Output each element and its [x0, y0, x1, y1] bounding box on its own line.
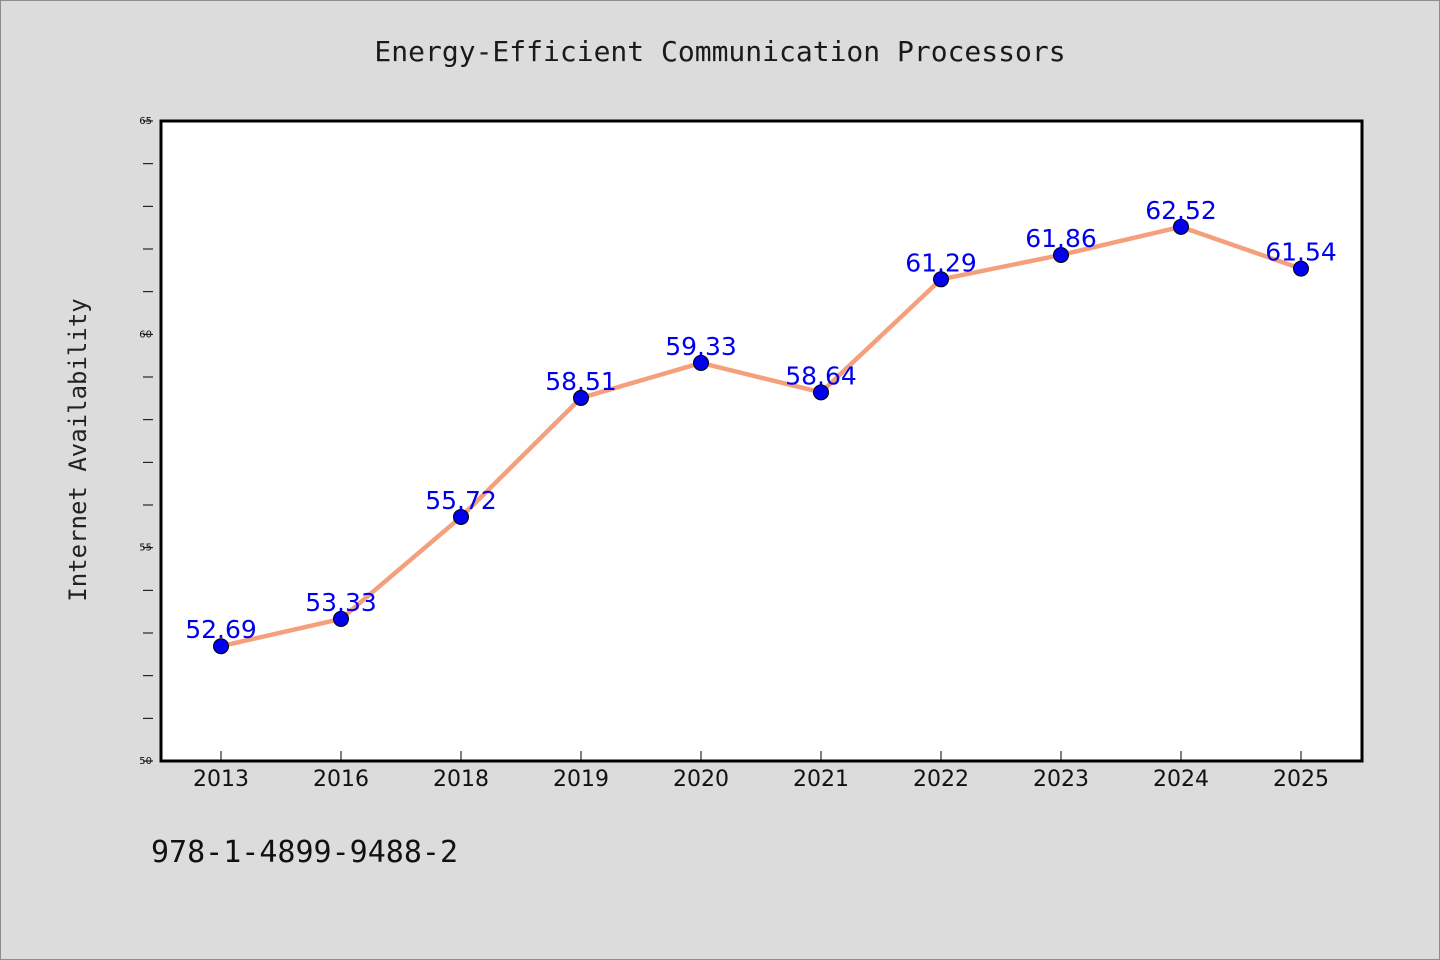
footer-code: 978-1-4899-9488-2 [151, 835, 459, 870]
x-tick-label: 2013 [193, 767, 249, 792]
plot-frame [159, 119, 1364, 763]
data-labels: 52.69 53.33 55.72 58.51 59.33 58.64 61.29 61.86… [185, 196, 1337, 644]
y-tick-label: 50 [139, 756, 152, 767]
x-tick-label: 2024 [1153, 767, 1209, 792]
series-line [218, 224, 1304, 649]
x-axis: 2013 2016 2018 2019 2020 2021 2022 2023 2024 2025 [193, 751, 1329, 792]
x-tick-label: 2016 [313, 767, 369, 792]
plot-area [161, 121, 1362, 761]
data-label: 62.52 [1145, 196, 1217, 225]
data-label: 58.51 [545, 367, 617, 396]
data-point [693, 354, 709, 371]
data-label: 55.72 [425, 486, 497, 515]
data-point [573, 389, 589, 406]
data-label: 61.29 [905, 248, 977, 277]
data-label: 52.69 [185, 615, 257, 644]
data-label: 59.33 [665, 332, 737, 361]
x-tick-label: 2019 [553, 767, 609, 792]
data-point [1173, 218, 1189, 235]
y-tick-label: 55 [139, 543, 152, 554]
data-label: 61.54 [1265, 238, 1337, 267]
x-tick-label: 2020 [673, 767, 729, 792]
x-tick-label: 2022 [913, 767, 969, 792]
y-tick-label: 60 [139, 329, 152, 340]
x-tick-label: 2018 [433, 767, 489, 792]
data-point [333, 610, 349, 627]
y-axis: 50 55 60 65 [139, 116, 153, 767]
x-tick-label: 2025 [1273, 767, 1329, 792]
data-points [213, 218, 1309, 655]
chart-title: Energy-Efficient Communication Processor… [374, 35, 1066, 68]
data-point [1053, 246, 1069, 263]
data-point [1293, 260, 1309, 277]
data-point [813, 384, 829, 401]
x-tick-label: 2023 [1033, 767, 1089, 792]
data-label: 53.33 [305, 588, 377, 617]
data-label: 61.86 [1025, 224, 1097, 253]
data-point [933, 271, 949, 288]
data-point [453, 508, 469, 525]
data-point [213, 638, 229, 655]
y-tick-label: 65 [139, 116, 152, 127]
x-tick-label: 2021 [793, 767, 849, 792]
data-label: 58.64 [785, 361, 857, 390]
